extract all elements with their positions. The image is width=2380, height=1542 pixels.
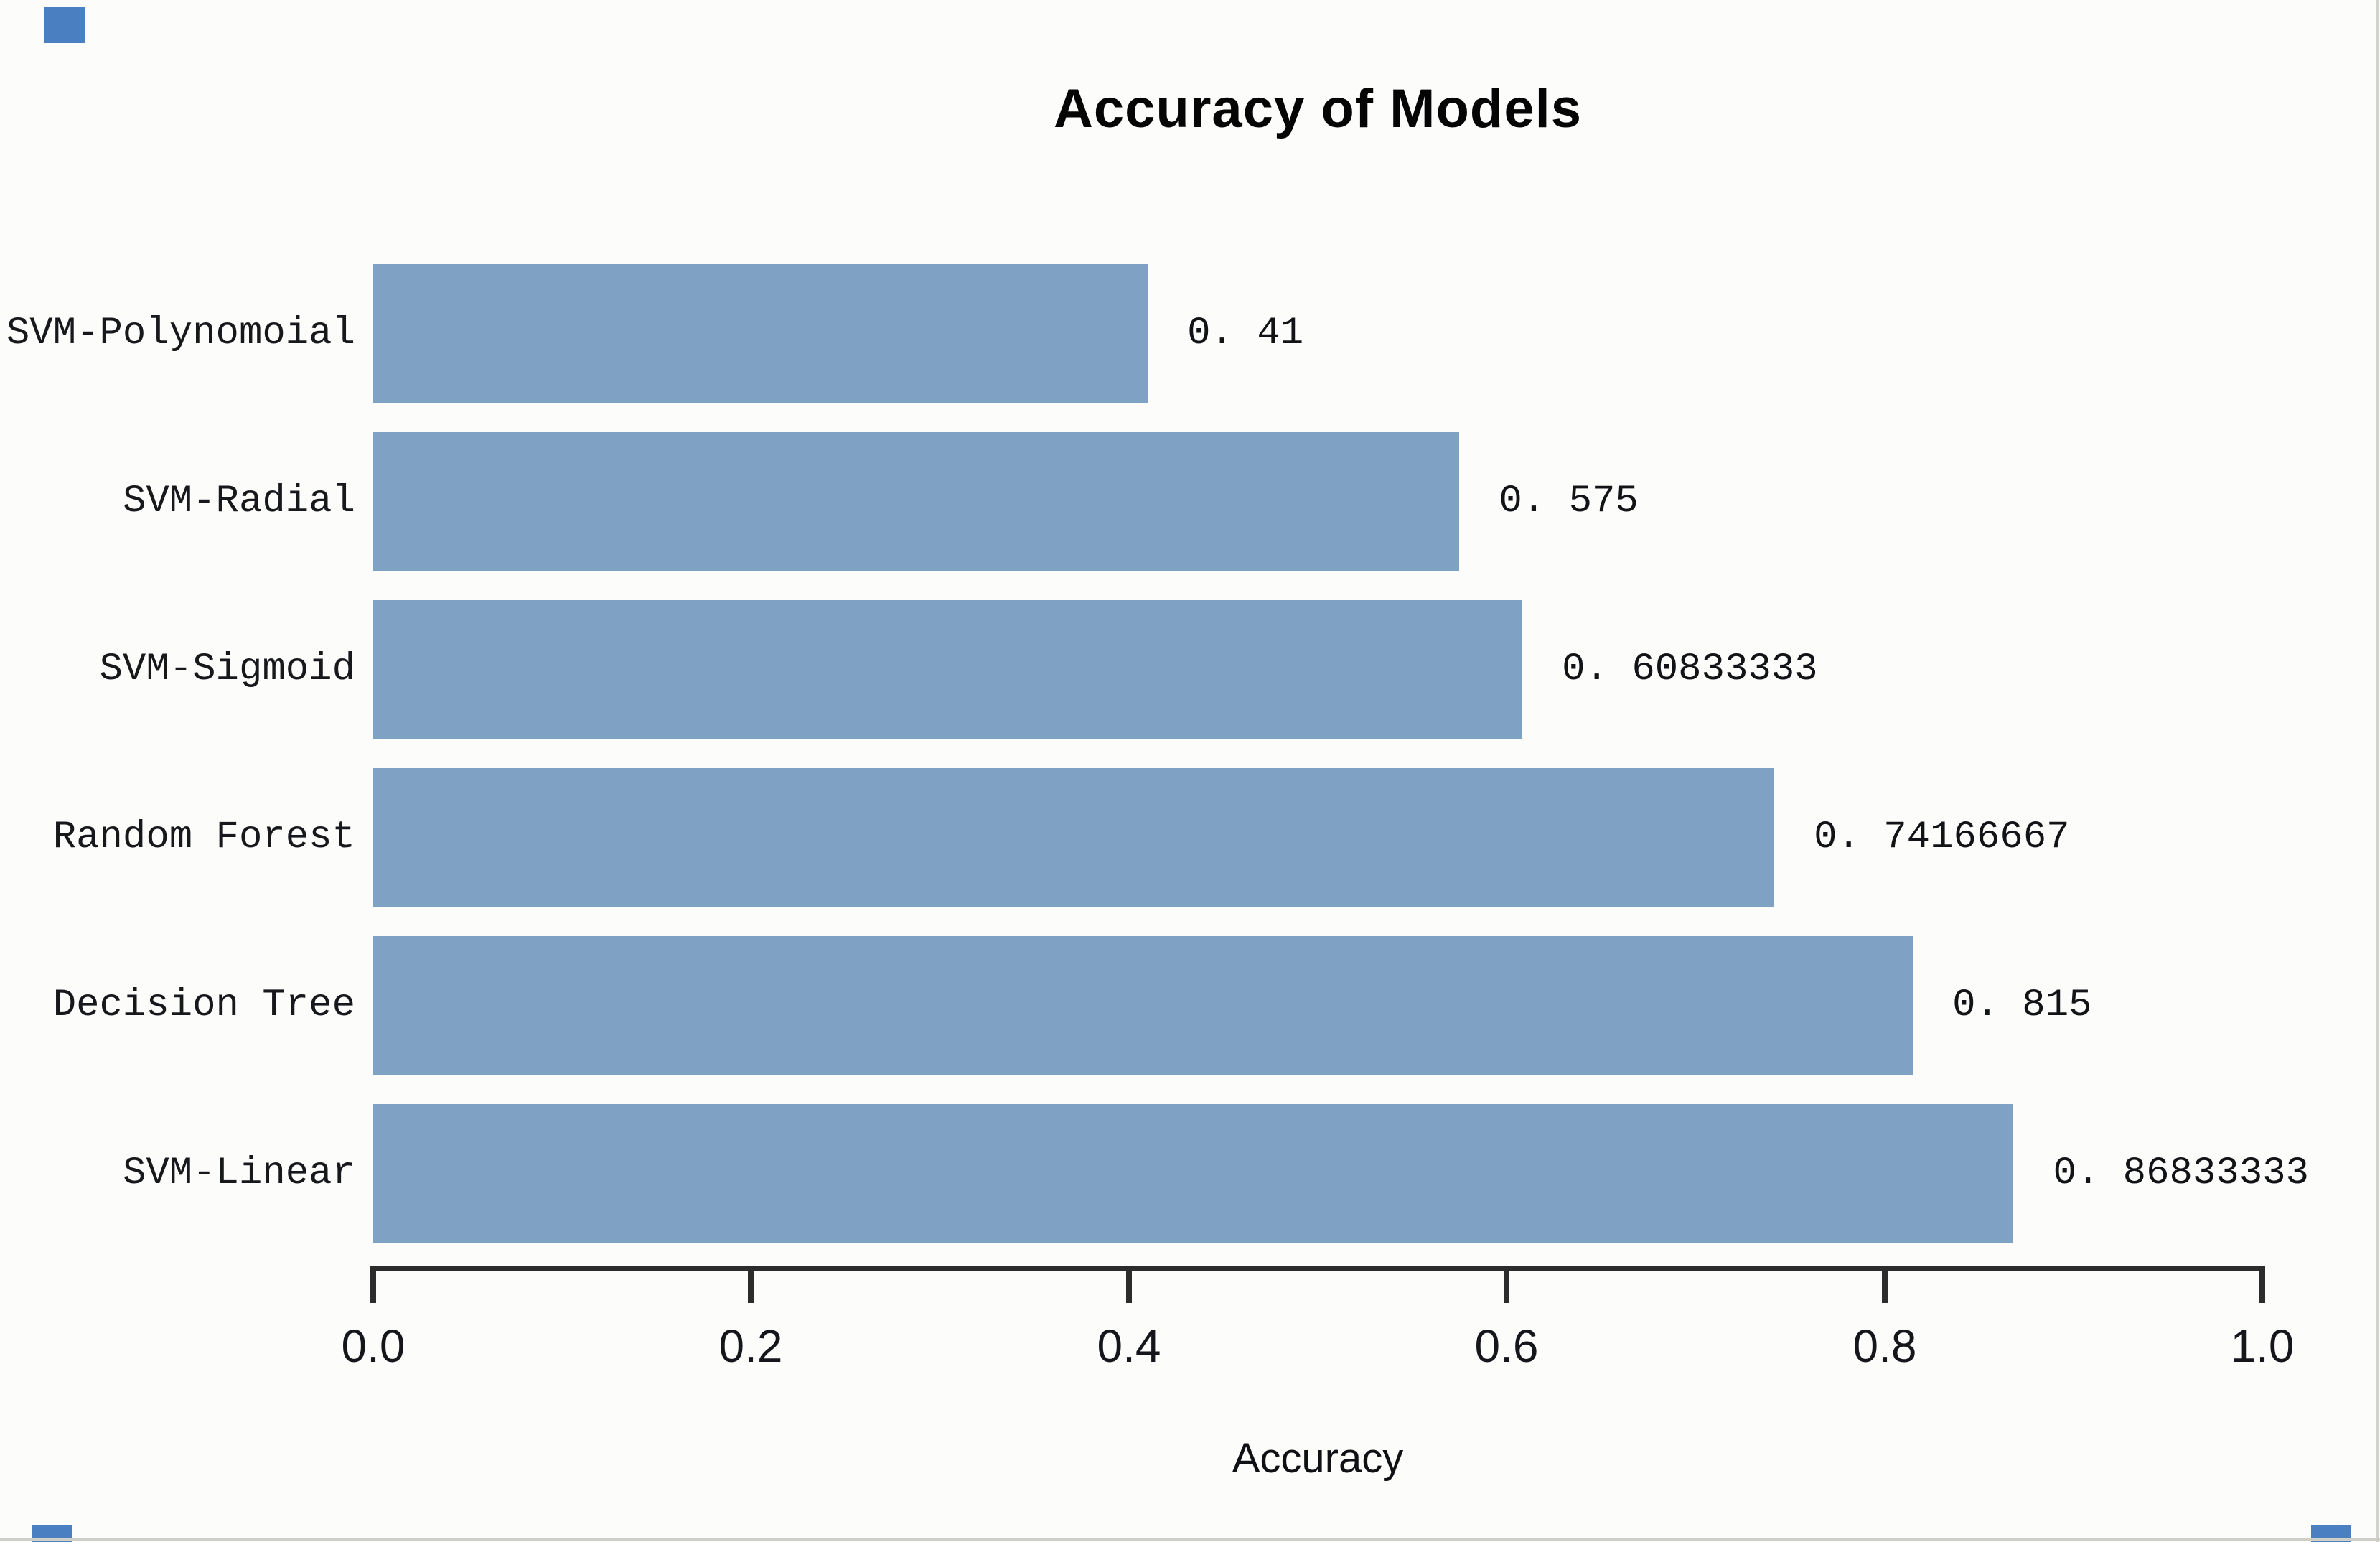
- page-edge-bottom: [0, 1538, 2380, 1541]
- x-axis-tick: [748, 1266, 754, 1303]
- bar-row: SVM-Sigmoid 0. 60833333: [0, 600, 2380, 739]
- x-axis-tick: [370, 1266, 376, 1303]
- bar-row: SVM-Radial 0. 575: [0, 432, 2380, 571]
- value-label: 0. 60833333: [1562, 648, 1818, 691]
- category-label: Random Forest: [52, 816, 355, 859]
- x-tick-label: 0.4: [1097, 1320, 1161, 1372]
- category-label: SVM-Sigmoid: [99, 648, 355, 691]
- selection-handle-top-left[interactable]: [44, 7, 85, 43]
- category-label: SVM-Linear: [122, 1151, 355, 1195]
- x-axis-tick: [2259, 1266, 2265, 1303]
- bar-row: Random Forest 0. 74166667: [0, 768, 2380, 907]
- x-tick-label: 0.8: [1852, 1320, 1917, 1372]
- category-label: SVM-Radial: [122, 480, 355, 523]
- category-label: Decision Tree: [52, 983, 355, 1027]
- x-axis-tick: [1882, 1266, 1888, 1303]
- value-label: 0. 575: [1499, 480, 1639, 523]
- value-label: 0. 41: [1187, 312, 1304, 355]
- bar: [373, 768, 1775, 907]
- value-label: 0. 74166667: [1814, 816, 2070, 859]
- x-axis-label: Accuracy: [1232, 1435, 1404, 1482]
- value-label: 0. 86833333: [2053, 1151, 2309, 1195]
- x-axis-line: [370, 1266, 2265, 1271]
- x-tick-label: 0.6: [1474, 1320, 1539, 1372]
- value-label: 0. 815: [1952, 983, 2092, 1027]
- bar-row: SVM-Polynomoial 0. 41: [0, 264, 2380, 403]
- bar: [373, 1104, 2014, 1243]
- x-tick-label: 0.0: [341, 1320, 406, 1372]
- x-tick-label: 0.2: [718, 1320, 783, 1372]
- chart-title: Accuracy of Models: [1054, 78, 1582, 139]
- bar: [373, 432, 1460, 571]
- x-axis-tick: [1504, 1266, 1509, 1303]
- bar: [373, 264, 1148, 403]
- bar-row: Decision Tree 0. 815: [0, 936, 2380, 1075]
- bar: [373, 936, 1913, 1075]
- x-axis-tick: [1126, 1266, 1132, 1303]
- bar: [373, 600, 1523, 739]
- bar-row: SVM-Linear 0. 86833333: [0, 1104, 2380, 1243]
- x-tick-label: 1.0: [2230, 1320, 2295, 1372]
- category-label: SVM-Polynomoial: [6, 312, 355, 355]
- page-edge-right: [2376, 0, 2379, 1542]
